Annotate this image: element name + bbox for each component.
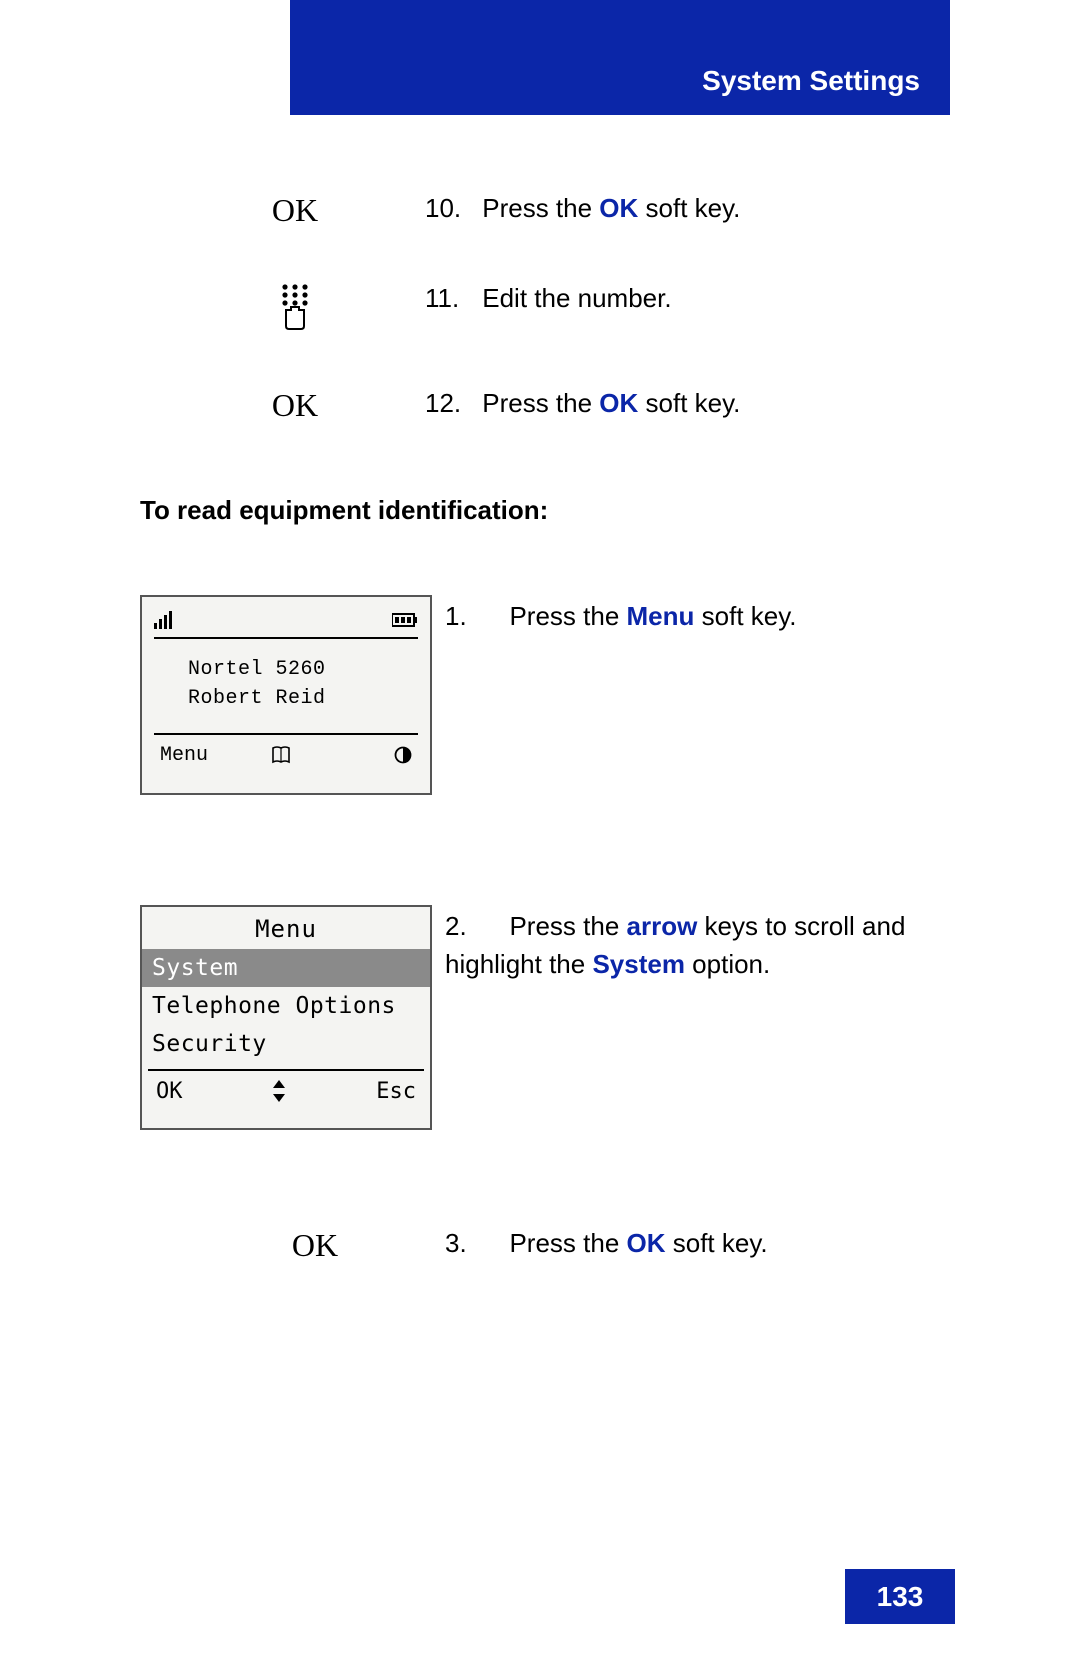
screen1-body: Nortel 5260 Robert Reid — [154, 639, 418, 735]
book-icon — [271, 745, 291, 765]
contrast-icon — [394, 746, 412, 764]
step-number: 2. — [445, 908, 495, 946]
step-keyword-arrow: arrow — [627, 911, 698, 941]
page-number: 133 — [845, 1569, 955, 1624]
screen1-statusbar — [154, 603, 418, 639]
step-keyword: OK — [599, 388, 638, 418]
screen2-ok-label: OK — [156, 1079, 183, 1104]
phone-screen-idle: Nortel 5260 Robert Reid Menu — [140, 595, 432, 795]
step-text-12: 12. Press the OK soft key. — [425, 385, 950, 421]
screen2-title: Menu — [142, 907, 430, 949]
step-keyword: Menu — [627, 601, 695, 631]
step-left-3: OK — [165, 1225, 425, 1264]
step-text-3: 3. Press the OK soft key. — [425, 1225, 950, 1261]
screen1-line1: Nortel 5260 — [188, 655, 404, 684]
step-prefix: Edit the number. — [482, 283, 671, 313]
step-row-10: OK 10. Press the OK soft key. — [165, 190, 950, 229]
step-suffix: option. — [685, 949, 770, 979]
menu-item-telephone-options: Telephone Options — [142, 987, 430, 1025]
step-suffix: soft key. — [638, 193, 740, 223]
section-heading: To read equipment identification: — [140, 495, 548, 526]
step-prefix: Press the — [509, 1228, 626, 1258]
signal-icon — [154, 611, 176, 629]
keypad-icon — [277, 282, 313, 330]
step-number: 11. — [425, 280, 475, 316]
ok-label: OK — [292, 1227, 338, 1264]
step-keyword: OK — [627, 1228, 666, 1258]
step-number: 12. — [425, 385, 475, 421]
step-number: 1. — [445, 598, 495, 634]
menu-item-security: Security — [142, 1025, 430, 1063]
step-text-11: 11. Edit the number. — [425, 280, 950, 316]
step-prefix: Press the — [509, 911, 626, 941]
step-left-10: OK — [165, 190, 425, 229]
header-bar: System Settings — [290, 0, 950, 115]
step-row-12: OK 12. Press the OK soft key. — [165, 385, 950, 424]
step-suffix: soft key. — [666, 1228, 768, 1258]
step-prefix: Press the — [509, 601, 626, 631]
ok-label: OK — [272, 387, 318, 424]
header-title: System Settings — [702, 65, 920, 97]
step-prefix: Press the — [482, 388, 599, 418]
step-suffix: soft key. — [638, 388, 740, 418]
step-row-11: 11. Edit the number. — [165, 280, 950, 330]
step-text-2: 2. Press the arrow keys to scroll and hi… — [445, 908, 950, 983]
menu-item-system: System — [142, 949, 430, 987]
page-root: System Settings OK 10. Press the OK soft… — [0, 0, 1080, 1669]
step-keyword-system: System — [592, 949, 685, 979]
ok-label: OK — [272, 192, 318, 229]
phone-screen-menu: Menu System Telephone Options Security O… — [140, 905, 432, 1130]
step-prefix: Press the — [482, 193, 599, 223]
step-text-10: 10. Press the OK soft key. — [425, 190, 950, 226]
step-keyword: OK — [599, 193, 638, 223]
step-number: 10. — [425, 190, 475, 226]
step-row-3: OK 3. Press the OK soft key. — [165, 1225, 950, 1264]
step-number: 3. — [445, 1225, 495, 1261]
step-text-1: 1. Press the Menu soft key. — [445, 598, 950, 634]
step-suffix: soft key. — [694, 601, 796, 631]
screen2-footer: OK Esc — [148, 1069, 424, 1107]
screen2-esc-label: Esc — [376, 1079, 416, 1104]
screen1-line2: Robert Reid — [188, 684, 404, 713]
step-left-12: OK — [165, 385, 425, 424]
battery-icon — [392, 613, 418, 627]
step-left-11 — [165, 280, 425, 330]
screen1-footer: Menu — [154, 735, 418, 771]
screen1-menu-label: Menu — [160, 744, 208, 767]
updown-arrow-icon — [272, 1080, 286, 1102]
